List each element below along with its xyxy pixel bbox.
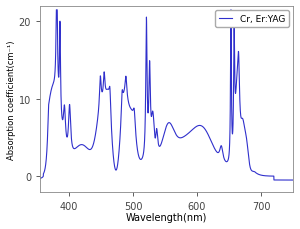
Legend: Cr, Er:YAG: Cr, Er:YAG <box>215 11 289 27</box>
Cr, Er:YAG <box>145 17 148 19</box>
Y-axis label: Absorption coefficient(cm⁻¹): Absorption coefficient(cm⁻¹) <box>7 40 16 159</box>
Cr, Er:YAG <box>271 175 275 178</box>
Cr, Er:YAG <box>147 107 150 110</box>
Cr, Er:YAG <box>284 179 287 182</box>
Cr, Er:YAG <box>159 144 162 147</box>
Cr, Er:YAG <box>38 177 42 180</box>
Cr, Er:YAG <box>291 179 295 182</box>
X-axis label: Wavelength(nm): Wavelength(nm) <box>126 212 207 222</box>
Line: Cr, Er:YAG: Cr, Er:YAG <box>40 11 293 180</box>
Cr, Er:YAG <box>55 9 58 12</box>
Cr, Er:YAG <box>222 157 226 160</box>
